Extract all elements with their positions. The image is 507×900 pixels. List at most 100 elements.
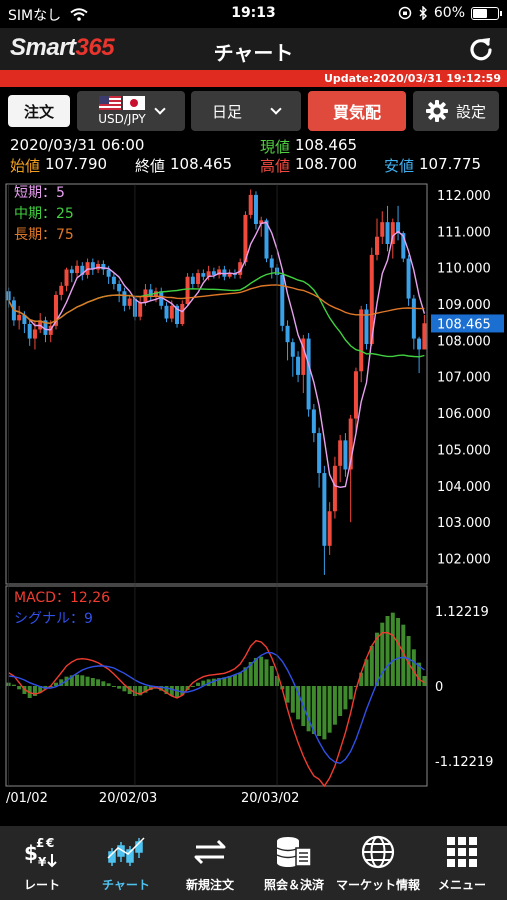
macd-histogram-bar <box>38 686 43 693</box>
macd-histogram-bar <box>248 662 253 686</box>
status-bar: SIMなし 19:13 60% <box>0 0 507 28</box>
svg-text:€: € <box>45 836 54 850</box>
macd-histogram-bar <box>364 659 369 686</box>
candle-body <box>69 269 74 274</box>
macd-histogram-bar <box>417 662 422 686</box>
macd-histogram-bar <box>138 686 143 696</box>
macd-legend-label: シグナル：9 <box>14 611 93 627</box>
tab-menu[interactable]: メニュー <box>420 826 504 900</box>
tab-rate[interactable]: $ £ € ¥ レート <box>0 826 84 900</box>
macd-histogram-bar <box>285 686 290 703</box>
candle-body <box>364 309 369 344</box>
macd-line <box>8 632 425 788</box>
candle-body <box>369 254 374 344</box>
candle-body <box>201 273 206 277</box>
candle-body <box>59 285 64 295</box>
svg-text:$: $ <box>24 841 38 865</box>
macd-tick-label: 1.12219 <box>435 605 489 620</box>
macd-histogram-bar <box>306 686 311 732</box>
tab-label: 新規注文 <box>185 878 234 892</box>
current-price-badge <box>431 314 504 333</box>
macd-histogram-bar <box>117 686 122 689</box>
macd-histogram-bar <box>353 686 358 687</box>
us-flag-icon <box>99 96 121 110</box>
candle-body <box>243 214 248 263</box>
tab-market-info[interactable]: マーケット情報 <box>336 826 420 900</box>
candle-body <box>101 264 106 270</box>
candle-body <box>380 222 385 237</box>
candle-body <box>306 338 311 410</box>
price-tick-label: 103.000 <box>437 516 491 531</box>
settings-button[interactable]: 設定 <box>413 91 499 131</box>
macd-histogram-bar <box>411 649 416 686</box>
candle-body <box>22 314 27 324</box>
macd-histogram-bar <box>359 672 364 686</box>
chart-area[interactable]: 112.000 111.000 110.000 109.000 108.000 107.0… <box>0 181 507 811</box>
candle-body <box>280 274 285 326</box>
candle-body <box>332 465 337 512</box>
candle-body <box>17 314 22 321</box>
candle-body <box>217 269 222 275</box>
candle-body <box>111 276 116 284</box>
candle-body <box>75 265 80 274</box>
price-tick-label: 112.000 <box>437 189 491 204</box>
candle-body <box>148 289 153 297</box>
refresh-icon[interactable] <box>467 35 495 63</box>
candle-body <box>238 262 243 275</box>
price-tick-label: 111.000 <box>437 225 491 240</box>
date-tick-label: /01/02 <box>6 791 48 806</box>
macd-histogram-bar <box>343 686 348 710</box>
price-chart-frame <box>5 183 428 585</box>
bid-ask-toggle[interactable]: 買気配 <box>308 91 406 131</box>
moving-average-line <box>7 221 426 489</box>
macd-histogram-bar <box>369 646 374 686</box>
period-select[interactable]: 日足 <box>191 91 301 131</box>
battery-icon <box>471 6 502 20</box>
order-button[interactable]: 注文 <box>8 95 70 127</box>
tab-chart[interactable]: チャート <box>84 826 168 900</box>
open-price-value: 107.790 <box>45 155 108 173</box>
carrier-label: SIMなし <box>8 8 62 24</box>
signal-line <box>8 652 425 765</box>
candle-body <box>411 298 416 339</box>
currency-exchange-icon: $ £ € ¥ <box>24 836 57 869</box>
currency-pair-select[interactable]: USD/JPY <box>77 91 185 131</box>
macd-histogram-bar <box>106 683 111 686</box>
tab-new-order[interactable]: 新規注文 <box>168 826 252 900</box>
price-tick-label: 108.000 <box>437 334 491 349</box>
page-title: チャート <box>213 41 294 65</box>
price-tick-label: 109.000 <box>437 298 491 313</box>
clock: 19:13 <box>231 5 276 21</box>
price-tick-label: 110.000 <box>437 262 491 277</box>
pair-flags: USD/JPY <box>98 96 146 126</box>
candle-body <box>290 342 295 357</box>
tab-inquiry-settlement[interactable]: 照会＆決済 <box>252 826 336 900</box>
high-price-label: 高値 <box>260 157 291 175</box>
macd-histogram-bar <box>222 677 227 686</box>
price-plot <box>6 189 427 575</box>
settings-label: 設定 <box>455 102 486 121</box>
macd-histogram-bar <box>53 682 58 686</box>
candle-body <box>296 356 301 375</box>
globe-icon <box>361 835 395 869</box>
macd-histogram-bar <box>190 686 195 687</box>
logo-number: 365 <box>75 34 115 61</box>
candle-body <box>196 273 201 284</box>
app-header: Smart365 チャート <box>0 28 507 70</box>
macd-histogram-bar <box>385 616 390 686</box>
macd-histogram-bar <box>101 681 106 686</box>
moving-average-line <box>7 284 425 324</box>
update-timestamp: Update:2020/03/31 19:12:59 <box>0 70 507 87</box>
macd-histogram-bar <box>406 636 411 686</box>
price-legend-label: 中期：25 <box>14 206 74 222</box>
candle-body <box>375 236 380 255</box>
macd-histogram-bar <box>201 680 206 686</box>
candle-body <box>248 194 253 215</box>
macd-plot <box>6 612 427 788</box>
gear-icon <box>425 100 448 122</box>
macd-histogram-bar <box>175 686 180 698</box>
candle-body <box>390 222 395 244</box>
macd-histogram-bar <box>348 686 353 700</box>
candle-body <box>175 305 180 324</box>
chart-canvas[interactable]: 112.000 111.000 110.000 109.000 108.000 107.0… <box>0 181 507 811</box>
